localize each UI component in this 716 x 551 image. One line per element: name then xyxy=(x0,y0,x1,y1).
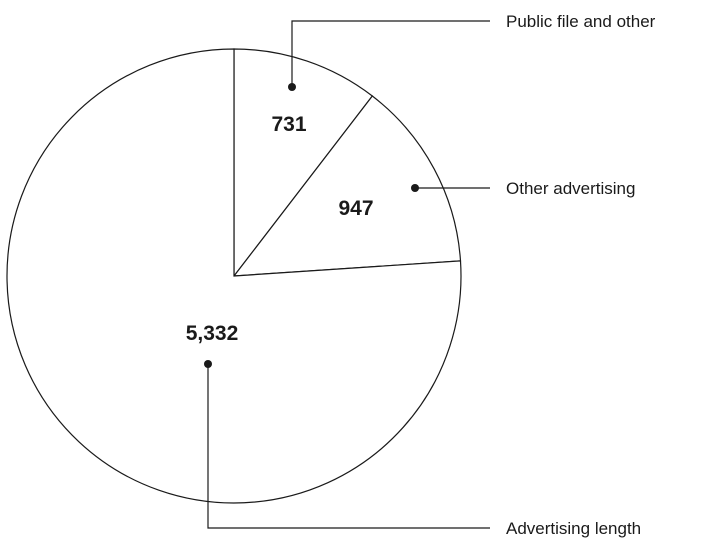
leader-line-advertising-length xyxy=(207,364,490,529)
pie-slice-advertising-length xyxy=(6,48,462,504)
value-label-advertising-length: 5,332 xyxy=(186,322,239,345)
leader-lines xyxy=(204,20,490,529)
pie-labels: 731 947 5,332 Public file and other Othe… xyxy=(186,12,656,538)
callout-label-advertising-length: Advertising length xyxy=(506,519,641,538)
callout-label-public-file: Public file and other xyxy=(506,12,656,31)
pie-slices xyxy=(6,48,462,504)
leader-line-public-file xyxy=(291,20,490,87)
callout-label-other-advertising: Other advertising xyxy=(506,179,635,198)
leader-dot-advertising-length xyxy=(204,360,212,368)
leader-dot-public-file xyxy=(288,83,296,91)
value-label-public-file: 731 xyxy=(271,113,306,136)
value-label-other-advertising: 947 xyxy=(338,197,373,220)
pie-slice-other-advertising xyxy=(232,95,462,277)
leader-dot-other-advertising xyxy=(411,184,419,192)
pie-slice-public-file xyxy=(233,48,374,278)
